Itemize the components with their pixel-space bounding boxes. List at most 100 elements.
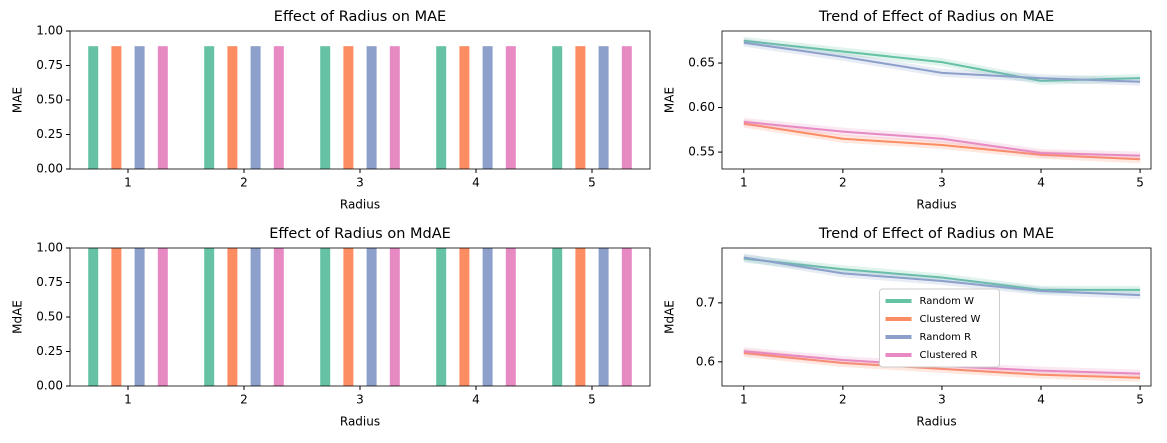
band [743, 254, 1141, 294]
y-tick-label: 1.00 [36, 241, 63, 255]
strip [436, 248, 447, 386]
line [743, 256, 1141, 297]
x-tick-label: 2 [839, 393, 847, 407]
x-tick-label: 3 [356, 176, 364, 190]
y-tick-label: 0.00 [36, 379, 63, 393]
y-tick-label: 0.00 [36, 162, 63, 176]
axes-frame [69, 247, 651, 387]
x-tick-label: 1 [124, 176, 132, 190]
x-tick-label: 5 [1136, 176, 1144, 190]
x-tick-label: 3 [938, 393, 946, 407]
x-axis-label: Radius [916, 198, 956, 212]
x-axis-label: Radius [916, 415, 956, 429]
strip [250, 248, 261, 386]
strip [459, 46, 470, 169]
x-tick-label: 5 [588, 176, 596, 190]
legend-label: Clustered W [920, 314, 981, 325]
strip [482, 46, 493, 169]
strip [598, 248, 609, 386]
axes-frame [69, 30, 651, 170]
chart-title: Effect of Radius on MAE [274, 9, 446, 25]
strip [157, 248, 168, 386]
strip [389, 248, 400, 386]
strip [204, 46, 215, 169]
strip [505, 248, 516, 386]
strip [273, 248, 284, 386]
subplot: Effect of Radius on MdAE Radius MdAE 0.00 0.… [11, 226, 651, 429]
strip [389, 46, 400, 169]
x-axis-label: Radius [340, 415, 380, 429]
x-tick-label: 2 [839, 176, 847, 190]
y-tick-label: 0.65 [688, 56, 715, 70]
axes-frame [721, 247, 1152, 387]
line [743, 122, 1141, 161]
strip [111, 46, 122, 169]
strip [598, 46, 609, 169]
x-tick-label: 3 [938, 176, 946, 190]
y-tick-label: 0.50 [36, 93, 63, 107]
strip [227, 248, 238, 386]
x-tick-label: 4 [472, 176, 480, 190]
strip [575, 46, 586, 169]
y-axis-label: MAE [11, 87, 25, 113]
legend-label: Random W [920, 296, 975, 307]
x-tick-label: 1 [740, 176, 748, 190]
chart-title: Trend of Effect of Radius on MAE [818, 226, 1054, 242]
band [743, 253, 1141, 300]
strip [88, 248, 99, 386]
strip [366, 248, 377, 386]
x-axis-label: Radius [340, 198, 380, 212]
strip [134, 248, 145, 386]
y-tick-label: 0.55 [688, 145, 715, 159]
x-tick-label: 1 [124, 393, 132, 407]
strip [157, 46, 168, 169]
strip [459, 248, 470, 386]
strip [436, 46, 447, 169]
x-tick-label: 5 [588, 393, 596, 407]
x-tick-label: 2 [240, 393, 248, 407]
strip [505, 46, 516, 169]
strip [250, 46, 261, 169]
y-axis-label: MAE [663, 87, 677, 113]
strip [204, 248, 215, 386]
x-tick-label: 2 [240, 176, 248, 190]
strip [88, 46, 99, 169]
x-tick-label: 3 [356, 393, 364, 407]
subplot: Trend of Effect of Radius on MAE Radius MA… [663, 9, 1152, 212]
line [743, 120, 1141, 157]
axes-frame [721, 30, 1152, 170]
strip [320, 46, 331, 169]
y-tick-label: 0.6 [696, 354, 715, 368]
strip [343, 248, 354, 386]
subplot: Effect of Radius on MAE Radius MAE 0.00 0.25… [11, 9, 651, 212]
strip [621, 46, 632, 169]
x-tick-label: 4 [472, 393, 480, 407]
x-tick-label: 1 [740, 393, 748, 407]
y-tick-label: 0.60 [688, 100, 715, 114]
strip [366, 46, 377, 169]
y-tick-label: 0.75 [36, 58, 63, 72]
strip [273, 46, 284, 169]
y-tick-label: 0.50 [36, 310, 63, 324]
y-axis-label: MdAE [11, 300, 25, 334]
band [743, 36, 1141, 85]
strip [111, 248, 122, 386]
y-tick-label: 0.7 [696, 295, 715, 309]
strip [482, 248, 493, 386]
y-tick-label: 0.25 [36, 344, 63, 358]
y-tick-label: 0.25 [36, 127, 63, 141]
legend: Random W Clustered W Random R Clustered R [879, 288, 1000, 368]
strip [621, 248, 632, 386]
strip [343, 46, 354, 169]
strip [552, 248, 563, 386]
legend-label: Random R [920, 332, 972, 343]
x-tick-label: 5 [1136, 393, 1144, 407]
subplot: Trend of Effect of Radius on MAE Radius Md… [663, 226, 1152, 429]
strip [552, 46, 563, 169]
chart-title: Trend of Effect of Radius on MAE [818, 9, 1054, 25]
line [743, 257, 1141, 291]
y-axis-label: MdAE [663, 300, 677, 334]
y-tick-label: 0.75 [36, 275, 63, 289]
